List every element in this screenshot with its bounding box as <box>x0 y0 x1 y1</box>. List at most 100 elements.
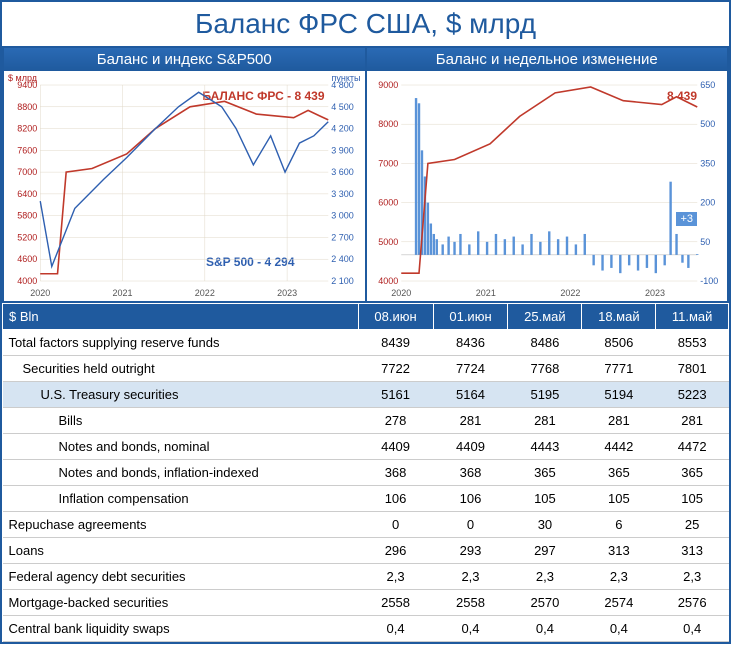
row-value: 281 <box>656 408 729 434</box>
svg-text:3 600: 3 600 <box>331 167 354 177</box>
table-row: Total factors supplying reserve funds843… <box>3 330 729 356</box>
table-row: Inflation compensation106106105105105 <box>3 486 729 512</box>
row-label: Federal agency debt securities <box>3 564 359 590</box>
chart1-body: $ млрд пункты БАЛАНС ФРС - 8 439 S&P 500… <box>4 71 365 301</box>
chart2-svg: 400050006000700080009000-100502003505006… <box>367 71 728 301</box>
row-value: 7724 <box>433 356 508 382</box>
table-row: Notes and bonds, nominal4409440944434442… <box>3 434 729 460</box>
row-value: 0 <box>433 512 508 538</box>
row-label: Repuchase agreements <box>3 512 359 538</box>
row-label: Notes and bonds, inflation-indexed <box>3 460 359 486</box>
row-value: 2574 <box>582 590 656 616</box>
row-value: 4409 <box>358 434 433 460</box>
row-value: 2558 <box>433 590 508 616</box>
table-row: Repuchase agreements0030625 <box>3 512 729 538</box>
figure-frame: Баланс ФРС США, $ млрд Баланс и индекс S… <box>0 0 731 644</box>
svg-text:3 300: 3 300 <box>331 189 354 199</box>
row-value: 278 <box>358 408 433 434</box>
row-value: 106 <box>358 486 433 512</box>
row-value: 0,4 <box>582 616 656 642</box>
svg-text:6400: 6400 <box>17 189 37 199</box>
svg-text:8800: 8800 <box>17 102 37 112</box>
svg-text:2023: 2023 <box>277 288 297 298</box>
svg-text:6000: 6000 <box>378 198 398 208</box>
svg-text:4 800: 4 800 <box>331 80 354 90</box>
row-value: 368 <box>358 460 433 486</box>
svg-text:2021: 2021 <box>475 288 495 298</box>
row-value: 7768 <box>508 356 582 382</box>
row-value: 296 <box>358 538 433 564</box>
row-value: 8553 <box>656 330 729 356</box>
row-value: 8439 <box>358 330 433 356</box>
chart1-svg: 4000460052005800640070007600820088009400… <box>4 71 365 301</box>
table-date-header: 01.июн <box>433 304 508 330</box>
charts-row: Баланс и индекс S&P500 $ млрд пункты БАЛ… <box>2 48 729 303</box>
row-value: 281 <box>582 408 656 434</box>
table-row: Securities held outright7722772477687771… <box>3 356 729 382</box>
row-label: U.S. Treasury securities <box>3 382 359 408</box>
main-title: Баланс ФРС США, $ млрд <box>2 2 729 48</box>
svg-text:2022: 2022 <box>195 288 215 298</box>
row-value: 365 <box>656 460 729 486</box>
svg-text:7000: 7000 <box>17 167 37 177</box>
row-value: 365 <box>582 460 656 486</box>
row-value: 4409 <box>433 434 508 460</box>
row-label: Bills <box>3 408 359 434</box>
svg-text:7000: 7000 <box>378 158 398 168</box>
row-value: 105 <box>582 486 656 512</box>
svg-text:3 000: 3 000 <box>331 211 354 221</box>
row-value: 313 <box>656 538 729 564</box>
row-value: 4472 <box>656 434 729 460</box>
svg-text:5800: 5800 <box>17 211 37 221</box>
row-value: 297 <box>508 538 582 564</box>
table-body: Total factors supplying reserve funds843… <box>3 330 729 642</box>
chart1-title: Баланс и индекс S&P500 <box>4 48 365 71</box>
row-value: 5223 <box>656 382 729 408</box>
row-label: Total factors supplying reserve funds <box>3 330 359 356</box>
row-value: 25 <box>656 512 729 538</box>
svg-text:7600: 7600 <box>17 145 37 155</box>
row-value: 8436 <box>433 330 508 356</box>
row-value: 5194 <box>582 382 656 408</box>
svg-text:2 400: 2 400 <box>331 254 354 264</box>
row-value: 281 <box>508 408 582 434</box>
row-value: 30 <box>508 512 582 538</box>
svg-text:4600: 4600 <box>17 254 37 264</box>
row-value: 5195 <box>508 382 582 408</box>
svg-text:500: 500 <box>700 119 715 129</box>
table-row: Mortgage-backed securities25582558257025… <box>3 590 729 616</box>
svg-text:2 700: 2 700 <box>331 232 354 242</box>
row-value: 0,4 <box>433 616 508 642</box>
row-value: 2,3 <box>656 564 729 590</box>
row-value: 105 <box>508 486 582 512</box>
svg-text:2020: 2020 <box>30 288 50 298</box>
svg-text:8200: 8200 <box>17 124 37 134</box>
row-value: 4443 <box>508 434 582 460</box>
row-value: 2,3 <box>433 564 508 590</box>
row-value: 8506 <box>582 330 656 356</box>
row-value: 2576 <box>656 590 729 616</box>
chart2-title: Баланс и недельное изменение <box>367 48 728 71</box>
table-row: Federal agency debt securities2,32,32,32… <box>3 564 729 590</box>
row-value: 2,3 <box>582 564 656 590</box>
row-value: 0 <box>358 512 433 538</box>
row-value: 281 <box>433 408 508 434</box>
row-value: 0,4 <box>358 616 433 642</box>
svg-text:650: 650 <box>700 80 715 90</box>
table-date-header: 11.май <box>656 304 729 330</box>
row-label: Loans <box>3 538 359 564</box>
table-header-label: $ Bln <box>3 304 359 330</box>
row-value: 5164 <box>433 382 508 408</box>
row-label: Central bank liquidity swaps <box>3 616 359 642</box>
table-row: Bills278281281281281 <box>3 408 729 434</box>
table-row: U.S. Treasury securities5161516451955194… <box>3 382 729 408</box>
chart-panel-right: Баланс и недельное изменение 8 439 +3 40… <box>365 48 730 303</box>
row-value: 6 <box>582 512 656 538</box>
row-value: 0,4 <box>656 616 729 642</box>
svg-text:2020: 2020 <box>391 288 411 298</box>
svg-text:4 200: 4 200 <box>331 124 354 134</box>
svg-text:9400: 9400 <box>17 80 37 90</box>
table-date-header: 25.май <box>508 304 582 330</box>
row-value: 368 <box>433 460 508 486</box>
row-value: 365 <box>508 460 582 486</box>
